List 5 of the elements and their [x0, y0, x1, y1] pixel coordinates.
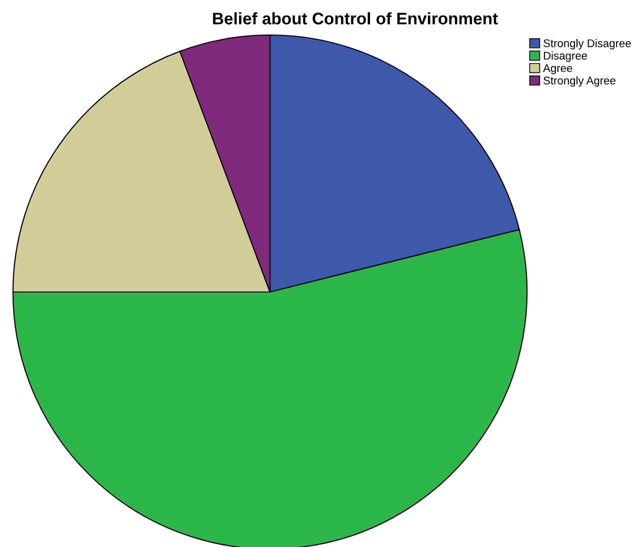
- legend-label: Strongly Disagree: [544, 39, 631, 50]
- legend-label: Strongly Agree: [544, 76, 616, 87]
- legend-label: Agree: [543, 64, 572, 74]
- chart-title: Belief about Control of Environment: [213, 12, 498, 24]
- legend-label: Disagree: [544, 51, 587, 62]
